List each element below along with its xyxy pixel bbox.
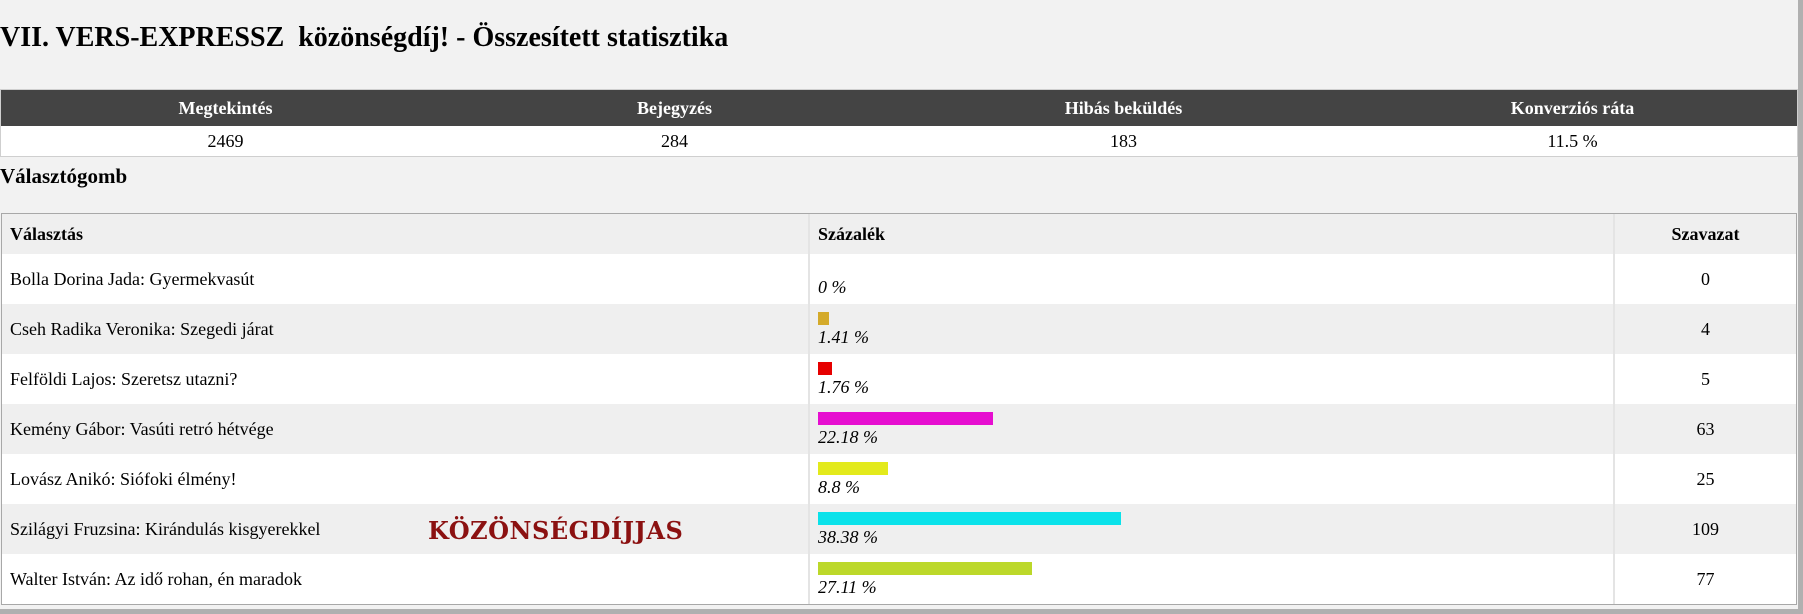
percent-bar	[818, 512, 1121, 525]
percent-label: 27.11 %	[818, 577, 877, 597]
percent-cell: 22.18 %	[808, 404, 1615, 454]
choice-cell: Szilágyi Fruzsina: Kirándulás kisgyerekk…	[2, 504, 808, 554]
percent-bar	[818, 312, 829, 325]
stat-header-conversion: Konverziós ráta	[1510, 97, 1635, 118]
percent-label: 1.76 %	[818, 377, 869, 397]
results-header-row: Választás Százalék Szavazat	[2, 214, 1796, 254]
stat-header-failed: Hibás beküldés	[1064, 97, 1183, 118]
votes-cell: 4	[1701, 318, 1710, 339]
percent-bar	[818, 462, 888, 475]
choice-label: Bolla Dorina Jada: Gyermekvasút	[10, 268, 255, 289]
percent-label: 0 %	[818, 277, 847, 297]
percent-cell: 1.76 %	[808, 354, 1615, 404]
stats-value-row: 2469 284 183 11.5 %	[1, 126, 1797, 156]
percent-cell: 27.11 %	[808, 554, 1615, 604]
choice-cell: Kemény Gábor: Vasúti retró hétvége	[2, 404, 808, 454]
choice-cell: Walter István: Az idő rohan, én maradok	[2, 554, 808, 604]
percent-cell: 38.38 %	[808, 504, 1615, 554]
percent-cell: 0 %	[808, 254, 1615, 304]
results-rows: Bolla Dorina Jada: Gyermekvasút 0 % 0 Cseh …	[2, 254, 1796, 604]
percent-bar	[818, 362, 832, 375]
votes-cell: 5	[1701, 368, 1710, 389]
page-title: VII. VERS-EXPRESSZ közönségdíj! - Összes…	[0, 22, 729, 53]
choice-label: Cseh Radika Veronika: Szegedi járat	[10, 318, 274, 339]
header-percent: Százalék	[808, 214, 1615, 254]
results-table: Választás Százalék Szavazat Bolla Dorina…	[1, 213, 1797, 605]
percent-label: 8.8 %	[818, 477, 860, 497]
choice-label: Lovász Anikó: Siófoki élmény!	[10, 468, 237, 489]
header-choice: Választás	[10, 223, 83, 244]
percent-cell: 1.41 %	[808, 304, 1615, 354]
stat-value-failed: 183	[1110, 130, 1137, 151]
percent-label: 1.41 %	[818, 327, 869, 347]
stat-value-entries: 284	[661, 130, 688, 151]
choice-label: Szilágyi Fruzsina: Kirándulás kisgyerekk…	[10, 518, 321, 539]
header-votes: Szavazat	[1671, 223, 1740, 244]
choice-label: Felföldi Lajos: Szeretsz utazni?	[10, 368, 238, 389]
stat-value-views: 2469	[207, 130, 244, 151]
stats-header-row: Megtekintés Bejegyzés Hibás beküldés Kon…	[1, 90, 1797, 126]
percent-cell: 8.8 %	[808, 454, 1615, 504]
percent-label: 38.38 %	[818, 527, 878, 547]
choice-cell: Bolla Dorina Jada: Gyermekvasút	[2, 254, 808, 304]
choice-label: Kemény Gábor: Vasúti retró hétvége	[10, 418, 274, 439]
result-row: Kemény Gábor: Vasúti retró hétvége 22.18 …	[2, 404, 1796, 454]
stat-header-entries: Bejegyzés	[637, 97, 712, 118]
award-label: KÖZÖNSÉGDÍJJAS	[428, 516, 684, 545]
choice-cell: Cseh Radika Veronika: Szegedi járat	[2, 304, 808, 354]
votes-cell: 63	[1696, 418, 1715, 439]
percent-bar	[818, 412, 993, 425]
choice-cell: Felföldi Lajos: Szeretsz utazni?	[2, 354, 808, 404]
stat-header-views: Megtekintés	[178, 97, 273, 118]
votes-cell: 0	[1701, 268, 1710, 289]
window-edge-right	[1798, 0, 1803, 614]
section-title: Választógomb	[0, 164, 128, 188]
choice-label: Walter István: Az idő rohan, én maradok	[10, 568, 302, 589]
percent-bar	[818, 562, 1032, 575]
result-row: Lovász Anikó: Siófoki élmény! 8.8 % 25	[2, 454, 1796, 504]
choice-cell: Lovász Anikó: Siófoki élmény!	[2, 454, 808, 504]
result-row: Felföldi Lajos: Szeretsz utazni? 1.76 % 5	[2, 354, 1796, 404]
votes-cell: 77	[1696, 568, 1715, 589]
result-row: Bolla Dorina Jada: Gyermekvasút 0 % 0	[2, 254, 1796, 304]
result-row: Walter István: Az idő rohan, én maradok 2…	[2, 554, 1796, 604]
votes-cell: 25	[1696, 468, 1715, 489]
window-edge-bottom	[0, 609, 1803, 614]
summary-stats-table: Megtekintés Bejegyzés Hibás beküldés Kon…	[0, 89, 1798, 157]
result-row: Cseh Radika Veronika: Szegedi járat 1.41 …	[2, 304, 1796, 354]
votes-cell: 109	[1692, 518, 1719, 539]
stat-value-conversion: 11.5 %	[1547, 130, 1598, 151]
result-row: Szilágyi Fruzsina: Kirándulás kisgyerekk…	[2, 504, 1796, 554]
percent-label: 22.18 %	[818, 427, 878, 447]
